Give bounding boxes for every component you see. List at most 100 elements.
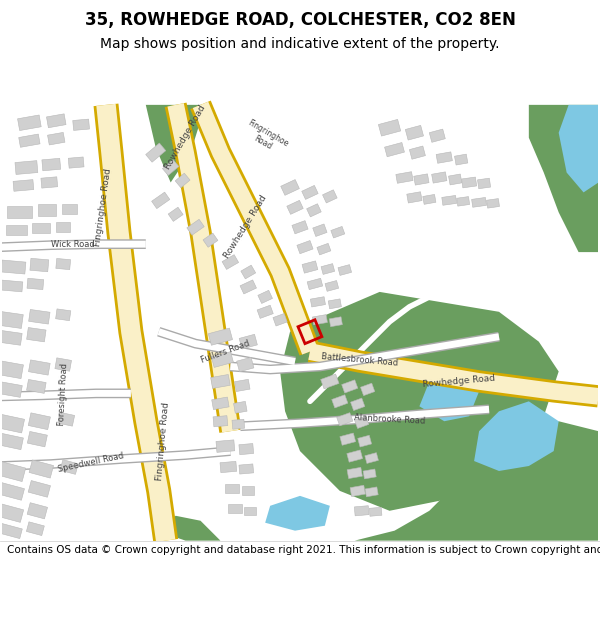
Bar [442, 196, 457, 205]
Polygon shape [280, 292, 559, 511]
Text: Fingringhoe
Road: Fingringhoe Road [241, 118, 290, 158]
Bar [287, 201, 303, 214]
Bar [0, 481, 25, 500]
Bar [42, 158, 61, 171]
Bar [0, 414, 25, 433]
Bar [211, 352, 233, 367]
Text: Contains OS data © Crown copyright and database right 2021. This information is : Contains OS data © Crown copyright and d… [7, 545, 600, 555]
Bar [302, 186, 318, 199]
Text: Foresight Road: Foresight Road [57, 362, 70, 426]
Bar [38, 204, 56, 216]
Bar [26, 379, 46, 393]
Bar [226, 484, 239, 493]
Bar [30, 258, 49, 272]
Bar [355, 416, 369, 429]
Bar [29, 309, 50, 324]
Bar [17, 115, 41, 131]
Bar [239, 444, 254, 454]
Bar [313, 314, 328, 325]
Polygon shape [265, 496, 330, 531]
Bar [27, 503, 47, 519]
Bar [329, 317, 343, 327]
Bar [56, 222, 70, 232]
Bar [13, 179, 34, 191]
Bar [32, 223, 50, 233]
Bar [62, 204, 77, 214]
Bar [28, 481, 50, 498]
Bar [0, 503, 23, 522]
Bar [307, 204, 321, 217]
Bar [273, 314, 287, 326]
Bar [406, 126, 424, 140]
Bar [1, 260, 26, 274]
Bar [60, 459, 78, 474]
Bar [233, 401, 247, 413]
Bar [347, 468, 362, 479]
Bar [307, 278, 323, 289]
Bar [152, 192, 170, 209]
Bar [431, 172, 447, 183]
Bar [244, 507, 256, 515]
Text: Speedwell Road: Speedwell Road [58, 452, 125, 474]
Bar [281, 179, 299, 195]
Bar [370, 508, 382, 516]
Text: Wick Road: Wick Road [51, 239, 95, 249]
Bar [302, 261, 318, 273]
Bar [323, 190, 337, 203]
Bar [163, 159, 179, 176]
Polygon shape [474, 401, 559, 471]
Text: Rowhedge Road: Rowhedge Road [222, 194, 268, 261]
Text: Battlesbrook Road: Battlesbrook Road [321, 352, 398, 367]
Bar [28, 413, 50, 429]
Bar [0, 361, 23, 379]
Bar [325, 281, 338, 291]
Bar [347, 450, 362, 462]
Polygon shape [156, 516, 220, 541]
Bar [355, 506, 369, 516]
Bar [175, 173, 190, 188]
Bar [222, 255, 239, 269]
Bar [0, 461, 26, 482]
Text: Fingringhoe Road: Fingringhoe Road [93, 168, 113, 247]
Bar [350, 485, 365, 496]
Bar [239, 464, 254, 474]
Polygon shape [529, 105, 598, 252]
Bar [361, 383, 375, 396]
Bar [0, 381, 22, 398]
Bar [297, 241, 313, 254]
Text: Map shows position and indicative extent of the property.: Map shows position and indicative extent… [100, 38, 500, 51]
Bar [257, 305, 273, 318]
Bar [19, 134, 40, 148]
Bar [313, 224, 327, 236]
Bar [407, 192, 422, 203]
Bar [341, 380, 358, 393]
Bar [461, 177, 476, 188]
Bar [317, 243, 331, 255]
Bar [213, 416, 228, 427]
Bar [396, 172, 413, 183]
Bar [211, 374, 230, 388]
Bar [55, 358, 71, 371]
Bar [321, 264, 335, 274]
Bar [168, 208, 183, 221]
Bar [216, 440, 235, 452]
Bar [220, 461, 237, 472]
Bar [379, 119, 401, 136]
Bar [338, 264, 352, 276]
Bar [258, 290, 272, 304]
Bar [358, 435, 371, 447]
Bar [56, 309, 71, 321]
Bar [26, 522, 44, 536]
Bar [0, 330, 22, 345]
Bar [414, 174, 429, 185]
Bar [212, 397, 229, 409]
Bar [0, 280, 23, 292]
Bar [332, 395, 348, 408]
Bar [310, 297, 325, 307]
Bar [455, 154, 468, 165]
Bar [47, 132, 65, 145]
Polygon shape [146, 105, 205, 182]
Bar [41, 177, 58, 188]
Bar [320, 374, 339, 389]
Bar [436, 152, 452, 163]
